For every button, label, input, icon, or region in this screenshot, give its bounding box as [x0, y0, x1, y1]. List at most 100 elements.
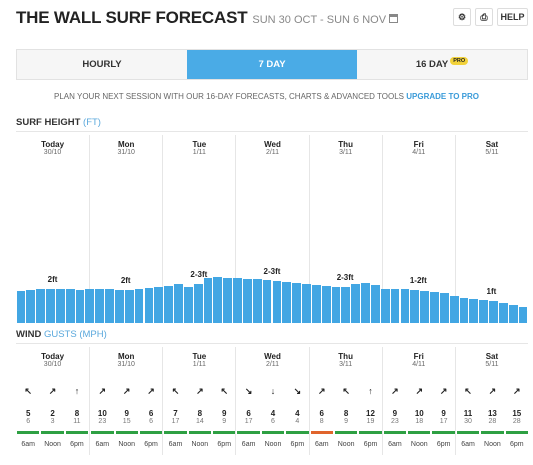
surf-bar[interactable] [508, 305, 518, 323]
surf-day-column: Wed 2/11 [235, 135, 308, 323]
surf-bar[interactable] [134, 289, 144, 323]
surf-height-label: 2-3ft [336, 273, 354, 283]
wind-reading[interactable]: ↗ 9 17 [433, 381, 455, 426]
surf-bar[interactable] [85, 289, 95, 323]
surf-bar[interactable] [124, 290, 134, 323]
surf-bar[interactable] [479, 300, 489, 323]
surf-bar[interactable] [164, 286, 174, 323]
wind-reading[interactable]: ↖ 8 9 [335, 381, 357, 426]
surf-height-label: 1ft [486, 287, 497, 297]
tab-16-day[interactable]: 16 DAY PRO [357, 50, 527, 79]
print-button[interactable]: ⎙ [475, 8, 493, 26]
surf-bar[interactable] [55, 289, 65, 323]
wind-direction-arrow-icon: ↗ [391, 386, 399, 396]
surf-bar[interactable] [380, 289, 390, 323]
surf-bar[interactable] [65, 289, 75, 323]
surf-bar[interactable] [489, 301, 498, 323]
surf-bar[interactable] [498, 303, 508, 323]
help-button[interactable]: HELP [497, 8, 528, 26]
surf-bar[interactable] [311, 285, 321, 323]
surf-bar[interactable] [341, 287, 351, 323]
wind-reading[interactable]: ↗ 10 23 [91, 381, 113, 426]
wind-reading[interactable]: ↓ 4 6 [262, 381, 284, 426]
surf-bar[interactable] [272, 280, 282, 323]
wind-reading[interactable]: ↗ 10 18 [408, 381, 430, 426]
wind-reading[interactable]: ↗ 9 23 [384, 381, 406, 426]
tab-7-day[interactable]: 7 DAY [187, 50, 357, 79]
surf-bar[interactable] [36, 289, 46, 323]
day-name: Sat [485, 352, 499, 361]
surf-bar[interactable] [302, 284, 311, 323]
wind-rating-bar [359, 431, 382, 434]
surf-bar[interactable] [518, 307, 528, 323]
surf-bar[interactable] [390, 289, 400, 323]
surf-day-column: Fri 4/11 [381, 135, 455, 323]
surf-bar[interactable] [282, 281, 292, 323]
surf-bar[interactable] [459, 297, 469, 323]
surf-bar[interactable] [242, 278, 252, 323]
wind-reading[interactable]: ↘ 4 4 [286, 381, 308, 426]
surf-bar[interactable] [203, 277, 213, 323]
surf-bar[interactable] [252, 278, 262, 323]
surf-bar[interactable] [154, 287, 164, 323]
surf-bar[interactable] [183, 287, 193, 323]
surf-bar[interactable] [233, 277, 242, 323]
surf-bar[interactable] [449, 295, 459, 323]
surf-day-column: Sat 5/11 [454, 135, 528, 323]
surf-bar[interactable] [16, 291, 26, 323]
surf-bar[interactable] [331, 287, 341, 323]
surf-bar[interactable] [105, 289, 114, 323]
surf-bar[interactable] [292, 282, 302, 323]
surf-bar[interactable] [420, 291, 430, 323]
day-date: 1/11 [192, 361, 206, 368]
surf-bar[interactable] [46, 289, 55, 323]
surf-bar[interactable] [430, 291, 439, 323]
wind-reading[interactable]: ↘ 6 17 [238, 381, 260, 426]
surf-bar[interactable] [174, 284, 183, 323]
surf-bar[interactable] [75, 290, 85, 323]
surf-bar[interactable] [361, 282, 370, 323]
surf-bar[interactable] [370, 285, 380, 323]
wind-reading[interactable]: ↗ 2 3 [42, 381, 64, 426]
upgrade-link[interactable]: UPGRADE TO PRO [406, 92, 479, 101]
wind-gust: 6 [26, 418, 31, 425]
wind-reading[interactable]: ↖ 5 6 [17, 381, 39, 426]
wind-rating-bar [310, 431, 333, 434]
wind-direction-arrow-icon: ↗ [317, 386, 326, 396]
surf-bar[interactable] [144, 288, 154, 323]
surf-bar[interactable] [26, 290, 36, 323]
surf-bar[interactable] [223, 277, 233, 323]
wind-reading[interactable]: ↖ 11 30 [457, 381, 479, 426]
surf-bar[interactable] [321, 286, 331, 323]
wind-reading[interactable]: ↗ 6 8 [311, 381, 333, 426]
wind-reading[interactable]: ↗ 15 28 [506, 381, 528, 426]
wind-reading[interactable]: ↗ 13 28 [481, 381, 503, 426]
wind-gust: 17 [439, 418, 448, 425]
surf-height-label: 2ft [47, 275, 58, 285]
tab-hourly[interactable]: HOURLY [17, 50, 187, 79]
wind-reading[interactable]: ↖ 7 17 [164, 381, 186, 426]
wind-reading[interactable]: ↖ 9 9 [213, 381, 235, 426]
wind-rating-bar [91, 431, 114, 434]
surf-day-column: Today 30/10 [16, 135, 89, 323]
surf-bar[interactable] [439, 292, 449, 323]
day-name: Sat [485, 140, 499, 149]
surf-bar[interactable] [400, 289, 410, 323]
wind-reading[interactable]: ↗ 9 15 [116, 381, 138, 426]
wind-gust: 15 [122, 418, 131, 425]
settings-button[interactable]: ⚙ [453, 8, 471, 26]
surf-bar[interactable] [351, 284, 361, 323]
wind-reading[interactable]: ↑ 8 11 [66, 381, 88, 426]
surf-day-column: Thu 3/11 [308, 135, 382, 323]
surf-bar[interactable] [95, 289, 105, 323]
surf-bar[interactable] [262, 279, 272, 323]
surf-bar[interactable] [213, 276, 223, 323]
surf-bar[interactable] [410, 290, 420, 323]
surf-bar[interactable] [469, 298, 479, 323]
wind-reading[interactable]: ↗ 8 14 [189, 381, 211, 426]
wind-reading[interactable]: ↑ 12 19 [360, 381, 382, 426]
surf-bar[interactable] [114, 290, 124, 323]
calendar-icon[interactable] [389, 14, 399, 23]
wind-reading[interactable]: ↗ 6 6 [140, 381, 162, 426]
surf-bar[interactable] [193, 284, 203, 323]
